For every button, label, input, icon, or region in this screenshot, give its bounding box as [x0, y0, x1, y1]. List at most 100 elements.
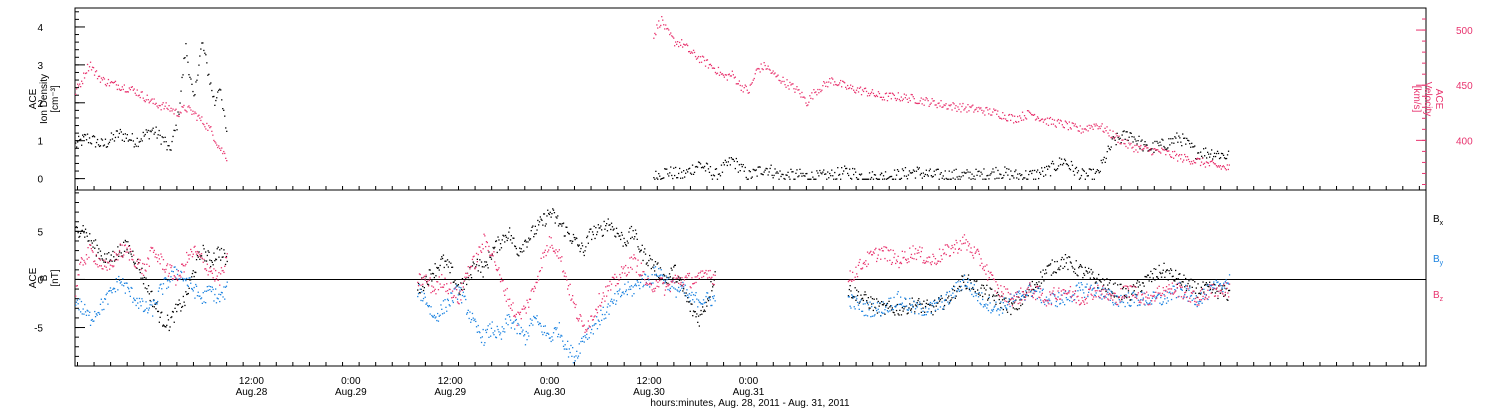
velocity-point: [1172, 151, 1174, 153]
b-by-point: [428, 305, 430, 307]
b-bx-point: [1169, 272, 1171, 275]
velocity-point: [696, 57, 699, 59]
b-by-point: [1100, 294, 1102, 296]
velocity-point: [846, 88, 848, 90]
b-by-point: [217, 298, 219, 300]
b-by-point: [183, 278, 185, 280]
b-bx-point: [666, 276, 668, 279]
density-point: [962, 175, 964, 177]
b-bz-point: [708, 276, 710, 279]
b-bz-point: [976, 249, 978, 251]
density-point: [1168, 138, 1170, 140]
density-point: [1185, 143, 1187, 145]
b-by-point: [142, 300, 144, 302]
b-bz-point: [120, 255, 122, 258]
b-bz-point: [869, 251, 871, 254]
b-by-point: [221, 292, 223, 294]
b-bz-point: [466, 276, 468, 278]
b-by-point: [1062, 301, 1064, 303]
b-bx-point: [613, 228, 615, 230]
b-bz-point: [1135, 286, 1137, 288]
b-bx-point: [1158, 264, 1160, 267]
b-bz-point: [466, 272, 469, 275]
density-point: [693, 171, 696, 173]
b-bz-point: [990, 271, 992, 273]
velocity-point: [77, 83, 79, 85]
velocity-point: [1103, 131, 1105, 133]
velocity-point: [163, 108, 165, 110]
velocity-point: [1110, 136, 1112, 139]
density-point: [1184, 137, 1186, 139]
velocity-point: [1220, 168, 1222, 170]
b-by-point: [1185, 288, 1188, 290]
density-point: [85, 139, 88, 141]
velocity-point: [739, 84, 741, 87]
b-by-point: [102, 301, 104, 303]
density-point: [1038, 177, 1040, 180]
b-by-point: [485, 331, 488, 334]
velocity-point: [1017, 115, 1019, 118]
b-by-point: [704, 301, 706, 304]
velocity-point: [1187, 158, 1190, 161]
b-bz-point: [1074, 290, 1077, 292]
b-by-point: [635, 285, 638, 287]
b-bx-point: [535, 233, 537, 235]
b-bx-point: [1214, 292, 1217, 294]
b-bz-point: [1226, 287, 1228, 289]
b-bx-point: [637, 246, 639, 248]
density-point: [194, 94, 196, 96]
b-bz-point: [215, 269, 217, 272]
b-bx-point: [860, 294, 862, 296]
b-bz-point: [936, 262, 938, 264]
b-bz-point: [490, 254, 493, 257]
velocity-point: [1154, 148, 1156, 150]
velocity-point: [1009, 113, 1011, 116]
b-bx-point: [524, 239, 527, 241]
velocity-point: [883, 99, 886, 101]
velocity-point: [1059, 119, 1061, 121]
b-bx-point: [607, 218, 609, 220]
density-point: [225, 127, 227, 129]
b-bz-point: [124, 244, 126, 246]
b-bz-point: [200, 253, 203, 255]
b-bx-point: [623, 237, 625, 240]
b-bx-point: [1028, 289, 1030, 291]
velocity-point: [847, 84, 849, 87]
b-field-y-axis: -505: [34, 192, 85, 367]
b-by-point: [448, 304, 450, 306]
density-point: [785, 174, 787, 176]
velocity-point: [924, 99, 926, 101]
density-point: [823, 169, 825, 171]
velocity-point: [96, 78, 99, 80]
density-point: [104, 138, 107, 140]
b-bx-point: [1151, 280, 1153, 283]
velocity-point: [659, 26, 661, 28]
b-bz-point: [114, 259, 117, 261]
b-bx-point: [1080, 265, 1082, 267]
b-by-point: [910, 311, 913, 313]
velocity-point: [964, 108, 966, 110]
density-point: [900, 177, 903, 179]
velocity-point: [179, 111, 181, 113]
b-bx-point: [561, 225, 563, 227]
b-bz-point: [80, 261, 82, 263]
b-bx-point: [950, 299, 952, 301]
density-point: [1217, 152, 1220, 155]
b-bz-point: [1173, 292, 1175, 294]
b-bx-point: [1092, 271, 1094, 273]
b-by-point: [921, 314, 923, 316]
velocity-point: [848, 87, 850, 90]
b-field-axis-label: ACEB[nT]: [28, 267, 61, 288]
b-bz-point: [1044, 299, 1046, 301]
b-bz-point: [919, 246, 921, 248]
b-bz-point: [911, 257, 913, 259]
velocity-point: [904, 97, 906, 99]
b-bx-point: [194, 271, 196, 273]
b-by-point: [417, 293, 420, 295]
density-point: [89, 142, 92, 144]
velocity-point: [109, 82, 112, 84]
b-by-point: [611, 301, 614, 303]
b-bx-point: [953, 285, 955, 287]
density-point: [221, 99, 223, 101]
b-bz-point: [126, 247, 128, 249]
